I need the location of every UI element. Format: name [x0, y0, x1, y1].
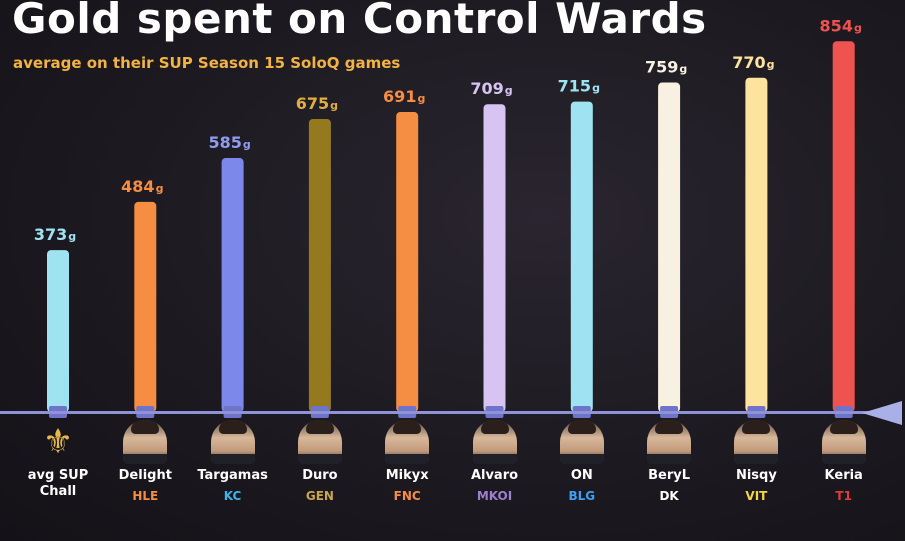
data-label-value: 585: [208, 133, 241, 152]
player-name: Mikyx: [385, 468, 429, 483]
data-label: 770g: [732, 53, 774, 72]
data-label: 709g: [470, 79, 512, 98]
player-photo-avatar: [210, 420, 255, 464]
data-label: 373g: [34, 225, 76, 244]
data-label: 854g: [820, 16, 862, 35]
data-label-unit: g: [679, 63, 687, 76]
page-subtitle: average on their SUP Season 15 SoloQ gam…: [13, 54, 401, 72]
player-photo-avatar: [734, 420, 779, 464]
data-label: 715g: [558, 77, 600, 96]
data-label: 691g: [383, 87, 425, 106]
team-logo-icon: DK: [659, 489, 679, 503]
data-label-value: 373: [34, 225, 67, 244]
page-title: Gold spent on Control Wards: [12, 0, 707, 43]
data-label: 585g: [208, 133, 250, 152]
data-label: 675g: [296, 94, 338, 113]
challenger-emblem-icon: ⚜: [42, 422, 74, 462]
bar-nisqy: [745, 77, 768, 412]
team-logo-icon: BLG: [568, 489, 596, 503]
data-label-value: 675: [296, 94, 329, 113]
data-label-value: 709: [470, 79, 503, 98]
bar-targamas: [221, 158, 244, 412]
bar-beryl: [658, 82, 681, 413]
player-alvaro: Alvaro MKOI: [455, 420, 535, 504]
player-targamas: Targamas KC: [193, 420, 273, 504]
player-name: Delight: [118, 468, 172, 483]
team-logo-icon: T1: [835, 489, 852, 503]
data-label-unit: g: [156, 182, 164, 195]
data-label-value: 691: [383, 87, 416, 106]
data-label: 484g: [121, 177, 163, 196]
player-name: Alvaro: [470, 468, 519, 483]
data-label-value: 759: [645, 58, 678, 77]
bar-on: [570, 101, 593, 412]
data-label-unit: g: [243, 138, 251, 151]
player-keria: Keria T1: [804, 420, 884, 504]
player-name: ON: [570, 468, 593, 483]
data-label-unit: g: [767, 58, 775, 71]
bar-keria: [832, 41, 855, 412]
player-photo-avatar: [123, 420, 168, 464]
player-name: Keria: [824, 468, 863, 483]
player-beryl: BeryL DK: [629, 420, 709, 504]
player-name: Nisqy: [735, 468, 777, 483]
bar-delight: [134, 201, 157, 412]
data-label-value: 715: [558, 77, 591, 96]
player-duro: Duro GEN: [280, 420, 360, 504]
player-avg-sup-chall: ⚜ avg SUP Chall: [18, 420, 98, 500]
player-name: Targamas: [197, 468, 268, 483]
player-photo-avatar: [385, 420, 430, 464]
team-logo-icon: KC: [223, 489, 242, 503]
player-name: Duro: [302, 468, 338, 483]
bar-duro: [308, 118, 331, 412]
player-photo-avatar: [647, 420, 692, 464]
data-label-unit: g: [505, 84, 513, 97]
team-logo-icon: GEN: [305, 489, 334, 503]
bar-mikyx: [396, 112, 419, 412]
data-label-unit: g: [68, 230, 76, 243]
player-name: avg SUP Chall: [27, 468, 89, 499]
player-photo-avatar: [297, 420, 342, 464]
data-label: 759g: [645, 58, 687, 77]
data-label-unit: g: [854, 21, 862, 34]
player-delight: Delight HLE: [105, 420, 185, 504]
bar-avg-sup-chall: [47, 250, 69, 412]
data-label-value: 854: [820, 16, 853, 35]
data-label-unit: g: [330, 99, 338, 112]
player-photo-avatar: [821, 420, 866, 464]
baseline-arrow-icon: [862, 401, 902, 425]
data-label-value: 484: [121, 177, 154, 196]
chart-baseline: [0, 411, 880, 414]
bar-alvaro: [483, 104, 506, 412]
data-label-unit: g: [417, 92, 425, 105]
player-on: ON BLG: [542, 420, 622, 504]
player-photo-avatar: [472, 420, 517, 464]
data-label-unit: g: [592, 82, 600, 95]
player-photo-avatar: [559, 420, 604, 464]
team-logo-icon: VIT: [745, 489, 768, 503]
team-logo-icon: HLE: [132, 489, 159, 503]
team-logo-icon: FNC: [393, 489, 421, 503]
player-name: BeryL: [648, 468, 691, 483]
data-label-value: 770: [732, 53, 765, 72]
team-logo-icon: MKOI: [476, 489, 513, 503]
player-nisqy: Nisqy VIT: [716, 420, 796, 504]
player-mikyx: Mikyx FNC: [367, 420, 447, 504]
